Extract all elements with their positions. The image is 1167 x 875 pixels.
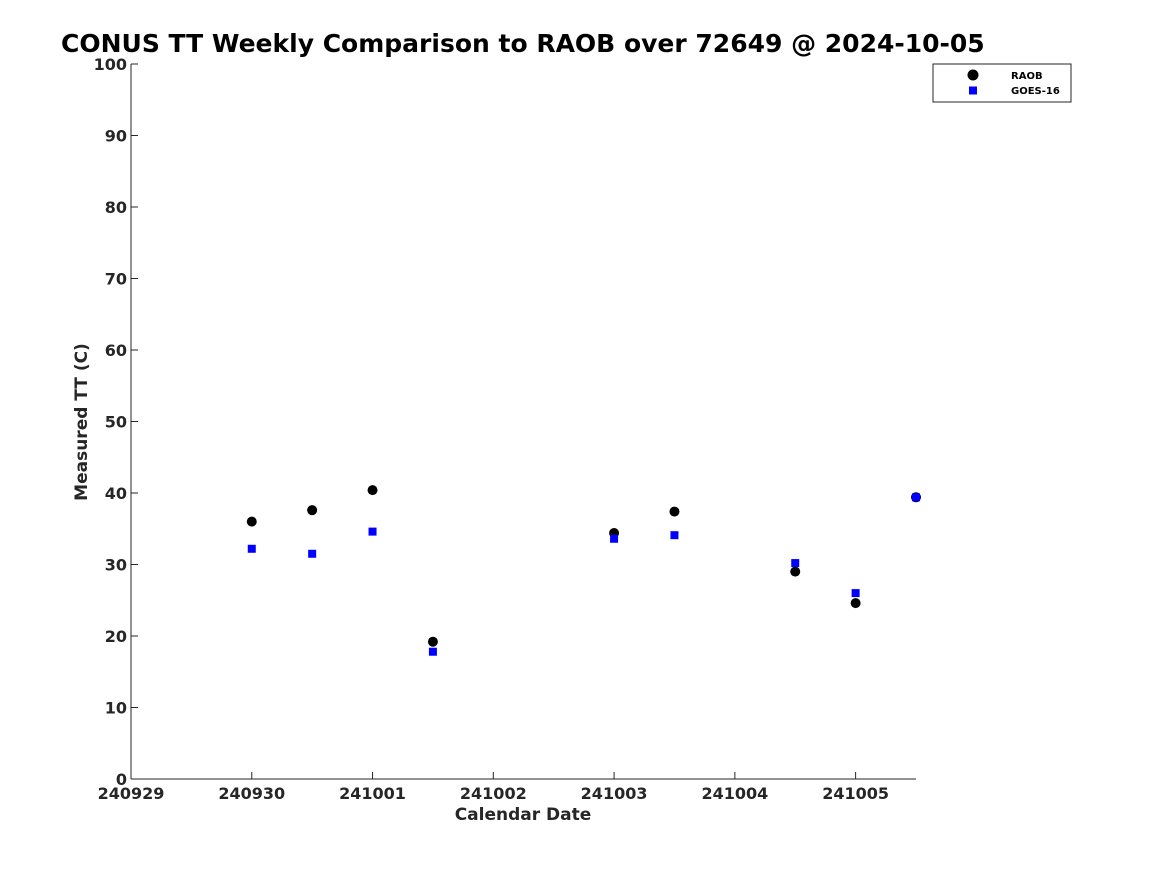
point-goes-16 — [308, 549, 317, 558]
point-raob — [427, 636, 438, 647]
point-goes-16 — [247, 544, 256, 553]
point-raob — [307, 505, 318, 516]
legend-label-raob: RAOB — [1011, 71, 1043, 82]
data-markers — [246, 485, 921, 656]
chart-title: CONUS TT Weekly Comparison to RAOB over … — [61, 29, 985, 58]
legend-marker-raob — [967, 69, 979, 81]
y-tick-label: 90 — [105, 127, 127, 146]
point-raob — [367, 485, 378, 496]
x-tick-label: 241004 — [701, 784, 768, 803]
point-raob — [246, 516, 257, 527]
point-goes-16 — [670, 531, 679, 540]
y-tick-label: 100 — [94, 55, 127, 74]
point-goes-16 — [912, 493, 920, 502]
point-raob — [669, 506, 680, 517]
y-tick-label: 70 — [105, 270, 127, 289]
y-tick-label: 20 — [105, 627, 127, 646]
legend-label-goes16: GOES-16 — [1011, 86, 1060, 97]
y-axis-label: Measured TT (C) — [72, 343, 92, 501]
y-tick-label: 60 — [105, 341, 127, 360]
y-tick-label: 0 — [116, 770, 127, 789]
y-tick-label: 50 — [105, 413, 127, 432]
x-tick-label: 241003 — [581, 784, 648, 803]
point-goes-16 — [851, 589, 860, 598]
y-tick-label: 10 — [105, 699, 127, 718]
point-raob — [850, 598, 861, 609]
x-axis-label: Calendar Date — [455, 805, 592, 825]
y-tick-label: 30 — [105, 556, 127, 575]
x-ticks: 240929 240930 241001 241002 241003 241004 2410… — [98, 772, 889, 803]
x-tick-label: 241002 — [460, 784, 527, 803]
x-tick-label: 240930 — [218, 784, 285, 803]
point-raob — [790, 566, 801, 577]
x-tick-label: 241005 — [822, 784, 889, 803]
x-tick-label: 240929 — [98, 784, 165, 803]
y-tick-label: 80 — [105, 198, 127, 217]
plot-area — [130, 64, 916, 780]
legend-marker-goes16 — [969, 86, 977, 95]
point-goes-16 — [610, 534, 619, 543]
y-tick-label: 40 — [105, 484, 127, 503]
legend-box — [932, 63, 1072, 103]
point-goes-16 — [428, 647, 437, 656]
point-goes-16 — [368, 527, 377, 536]
y-ticks: 0 10 20 30 40 50 60 70 80 90 100 — [94, 55, 138, 789]
legend: RAOB GOES-16 — [932, 63, 1072, 103]
point-goes-16 — [791, 559, 800, 568]
x-tick-label: 241001 — [339, 784, 406, 803]
